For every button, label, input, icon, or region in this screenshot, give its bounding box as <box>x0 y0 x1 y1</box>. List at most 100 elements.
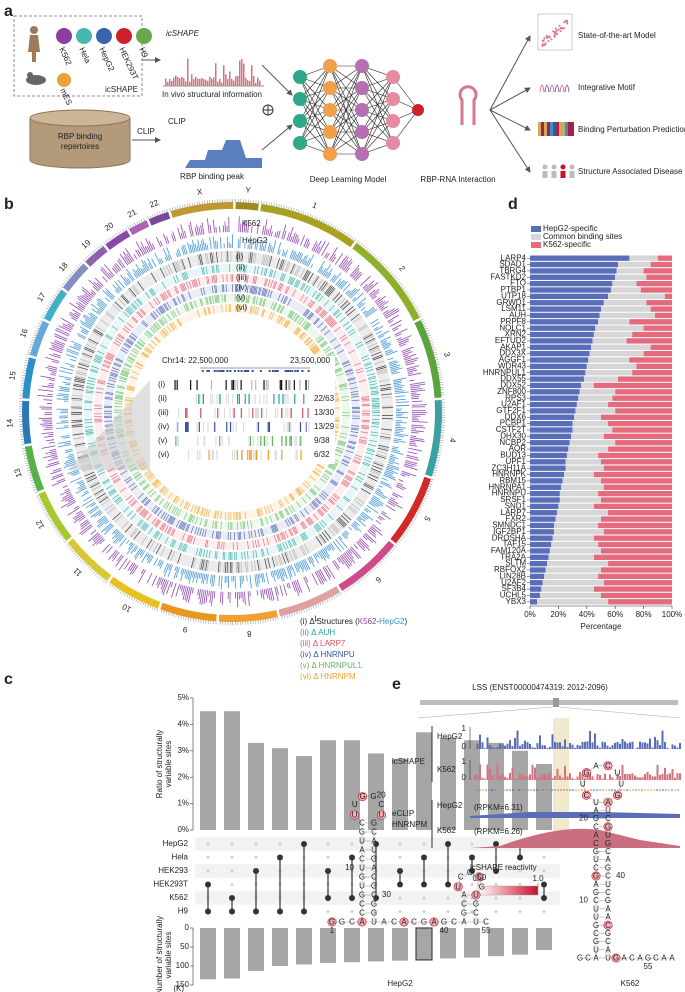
ring-mark <box>103 525 114 535</box>
ring-mark <box>193 300 197 308</box>
bar-segment <box>530 440 570 446</box>
bar-segment <box>530 344 592 350</box>
matrix-empty <box>374 910 378 913</box>
bar-segment <box>530 325 596 331</box>
ring-mark <box>339 280 346 289</box>
seq-dot <box>524 789 526 791</box>
nn-node <box>323 125 337 139</box>
ring-mark <box>375 490 388 499</box>
bar-segment <box>643 268 672 274</box>
ring-mark <box>135 475 143 481</box>
ring-mark <box>285 261 291 273</box>
chromosome-tick <box>369 570 372 573</box>
chromosome-tick <box>411 519 415 522</box>
ring-mark <box>317 551 324 560</box>
track-axis-label: 1 <box>462 757 467 766</box>
track-bar <box>556 742 559 749</box>
chromosome-label: 11 <box>71 566 84 579</box>
scatter-dot <box>547 40 550 43</box>
ring-mark <box>85 343 97 350</box>
ring-mark <box>132 347 140 353</box>
ring-mark <box>65 362 75 367</box>
scatter-dot <box>566 22 569 25</box>
ring-mark <box>166 325 173 333</box>
ring-mark <box>206 244 209 250</box>
ring-mark <box>151 243 156 250</box>
ring-mark <box>319 310 326 317</box>
chromosome-tick <box>366 248 369 251</box>
chromosome-tick <box>74 553 78 557</box>
ring-mark <box>368 473 379 479</box>
ring-mark <box>344 306 354 314</box>
chromosome-tick <box>426 490 430 493</box>
ring-mark <box>260 241 264 251</box>
ring-mark <box>356 541 366 552</box>
ring-mark <box>342 321 350 327</box>
ring-mark <box>111 475 119 480</box>
y-tick-label: 100 <box>176 961 190 970</box>
track-bar <box>656 740 659 749</box>
ring-mark <box>131 317 138 324</box>
ring-mark <box>376 330 382 335</box>
cell-line-label: HepG2 <box>97 46 116 73</box>
track-bar <box>539 777 541 780</box>
inset-box <box>150 356 335 464</box>
ring-mark <box>94 277 104 287</box>
ring-mark <box>345 449 354 454</box>
ring-mark <box>407 369 418 373</box>
bar-segment <box>610 287 641 293</box>
chromosome-tick <box>389 271 393 274</box>
chromosome-tick <box>370 251 373 255</box>
ring-mark <box>202 238 206 251</box>
ring-mark <box>180 585 184 592</box>
nucleotide: G <box>605 822 611 831</box>
ring-mark <box>309 475 316 481</box>
ring-label: (i) <box>236 252 243 261</box>
icshape-caption: In vivo structural information <box>162 90 262 99</box>
ring-mark <box>77 366 89 371</box>
ring-mark <box>322 490 329 497</box>
ring-mark <box>129 564 137 575</box>
ring-mark <box>71 424 83 426</box>
ring-mark <box>205 296 208 305</box>
bar-segment <box>530 408 576 414</box>
chromosome-tick <box>424 327 428 330</box>
ring-mark <box>126 543 135 555</box>
ring-mark <box>43 454 58 459</box>
ring-mark <box>123 560 131 570</box>
ring-mark <box>222 274 224 283</box>
ring-mark <box>350 390 359 393</box>
ring-mark <box>128 287 137 297</box>
ring-mark <box>327 544 332 551</box>
ring-mark <box>309 301 316 309</box>
ring-mark <box>266 547 269 556</box>
track-bar <box>207 80 209 86</box>
ring-mark <box>93 488 104 496</box>
ring-mark <box>155 296 161 304</box>
ring-mark <box>370 467 382 473</box>
ring-mark <box>308 300 315 308</box>
bar-segment <box>650 261 672 268</box>
ring-mark <box>172 507 178 515</box>
scatter-dot <box>553 31 556 34</box>
ring-mark <box>112 512 121 521</box>
ring-mark <box>329 542 336 550</box>
chromosome-tick <box>427 488 431 490</box>
ring-mark <box>378 485 383 488</box>
ring-mark <box>341 533 347 540</box>
ring-mark <box>253 275 256 284</box>
ring-mark <box>214 520 217 529</box>
ring-mark <box>163 501 169 509</box>
bar-segment <box>530 382 582 389</box>
track-bar <box>484 778 486 780</box>
bar-segment <box>640 287 672 293</box>
ring-mark <box>129 376 138 380</box>
ring-mark <box>164 256 168 262</box>
track-bar <box>651 747 654 749</box>
ring-mark <box>280 273 285 282</box>
colorbar-title: icSHAPE reactivity <box>470 863 537 872</box>
track-bar <box>201 78 203 86</box>
inset-gene <box>301 370 304 372</box>
bar-segment <box>530 274 616 280</box>
track-bar <box>237 75 239 86</box>
